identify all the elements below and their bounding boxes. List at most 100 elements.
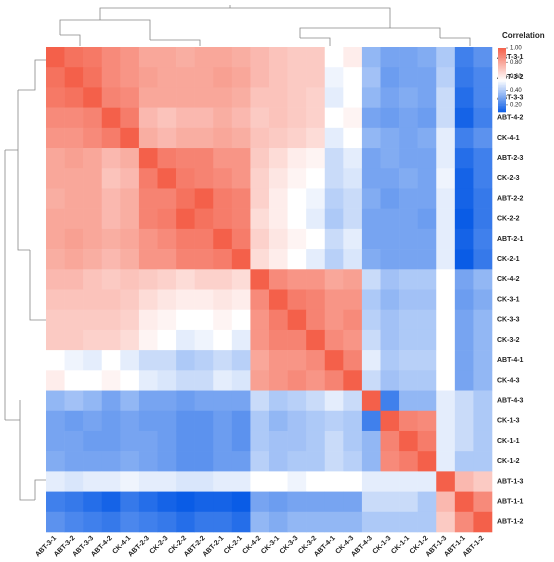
cell <box>194 370 214 391</box>
cell <box>436 168 456 189</box>
cell <box>176 289 195 311</box>
cell <box>324 249 344 270</box>
cell <box>436 47 456 68</box>
cell <box>306 87 326 108</box>
cell <box>250 107 270 129</box>
cell <box>101 249 121 270</box>
cell <box>231 47 251 68</box>
cell <box>399 208 418 230</box>
cell <box>157 87 177 108</box>
cell <box>343 127 363 149</box>
cell <box>454 249 474 270</box>
cell <box>176 107 195 129</box>
cell <box>176 188 195 209</box>
cell <box>194 127 214 149</box>
cell <box>343 309 363 331</box>
cell <box>361 148 381 169</box>
row-label: CK-2-1 <box>497 256 520 263</box>
cell <box>287 107 307 129</box>
cell <box>436 289 456 311</box>
cell <box>473 107 493 129</box>
cell <box>324 289 344 311</box>
cell <box>454 148 474 169</box>
legend-swatch <box>498 64 506 66</box>
cell <box>157 269 177 290</box>
cell <box>306 309 326 331</box>
cell <box>436 127 456 149</box>
legend-swatch <box>498 56 506 58</box>
cell <box>231 390 251 412</box>
legend-swatch <box>498 72 506 74</box>
cell <box>417 390 437 412</box>
cell <box>213 430 233 452</box>
cell <box>64 471 84 492</box>
cell <box>138 107 158 129</box>
cell <box>101 430 121 452</box>
cell <box>324 491 344 513</box>
cell <box>287 350 307 371</box>
cell <box>194 107 214 129</box>
legend-swatch <box>498 52 506 55</box>
cell <box>46 451 65 472</box>
cell <box>250 188 270 209</box>
cell <box>250 370 270 391</box>
cell <box>473 390 493 412</box>
cell <box>176 67 195 88</box>
column-label: CK-2-1 <box>223 535 244 556</box>
cell <box>287 87 307 108</box>
cell <box>157 309 177 331</box>
cell <box>399 451 418 472</box>
cell <box>324 269 344 290</box>
cell <box>380 228 400 250</box>
cell <box>64 289 84 311</box>
cell <box>176 148 195 169</box>
cell <box>324 67 344 88</box>
cell <box>46 168 65 189</box>
cell <box>64 410 84 432</box>
cell <box>194 87 214 108</box>
cell <box>194 390 214 412</box>
cell <box>64 350 84 371</box>
cell <box>231 329 251 351</box>
cell <box>454 430 474 452</box>
cell <box>399 127 418 149</box>
cell <box>306 410 326 432</box>
cell <box>83 67 103 88</box>
cell <box>231 188 251 209</box>
cell <box>157 107 177 129</box>
dendrogram-top <box>59 5 471 46</box>
cell <box>101 491 121 513</box>
cell <box>324 127 344 149</box>
cell <box>213 309 233 331</box>
cell <box>324 87 344 108</box>
cell <box>46 430 65 452</box>
column-label: CK-3-3 <box>279 535 300 556</box>
row-label: ABT-2-3 <box>497 155 524 162</box>
legend-title: Correlation <box>502 31 545 40</box>
cell <box>83 451 103 472</box>
row-label: CK-1-3 <box>497 418 520 425</box>
cell <box>101 208 121 230</box>
cell <box>250 329 270 351</box>
cell <box>306 127 326 149</box>
cell <box>157 208 177 230</box>
cell <box>399 370 418 391</box>
cell <box>83 491 103 513</box>
cell <box>454 228 474 250</box>
cell <box>157 148 177 169</box>
cell <box>120 47 140 68</box>
cell <box>361 370 381 391</box>
cell <box>436 249 456 270</box>
cell <box>120 67 140 88</box>
cell <box>473 188 493 209</box>
cell <box>120 127 140 149</box>
cell <box>250 127 270 149</box>
cell <box>306 208 326 230</box>
cell <box>176 249 195 270</box>
cell <box>101 67 121 88</box>
cell <box>250 47 270 68</box>
cell <box>361 491 381 513</box>
cell <box>101 451 121 472</box>
cell <box>380 350 400 371</box>
